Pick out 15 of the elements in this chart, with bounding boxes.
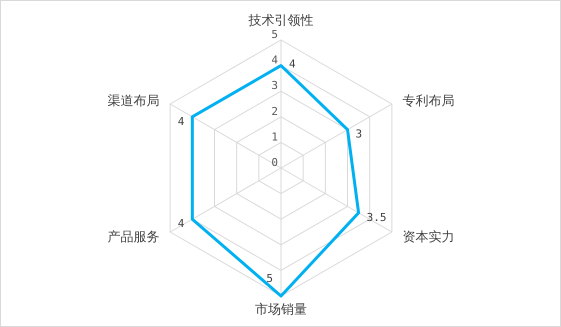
spoke-label: 资本实力 [402,230,454,245]
y-tick-label: 3 [271,79,278,92]
data-label: 4 [178,217,185,230]
data-label: 4 [178,114,185,128]
y-tick-label: 5 [271,28,278,41]
spoke-label: 技术引领性 [248,13,314,28]
y-tick-label: 0 [271,156,278,169]
data-label: 3.5 [366,210,386,224]
spoke-label: 渠道布局 [108,94,160,110]
spoke-label: 产品服务 [108,230,160,245]
spoke-label: 市场销量 [255,302,307,318]
spoke-label: 专利布局 [402,94,454,110]
data-label: 3 [356,128,362,141]
y-tick-label: 2 [271,104,278,118]
y-tick-label: 1 [271,130,278,144]
